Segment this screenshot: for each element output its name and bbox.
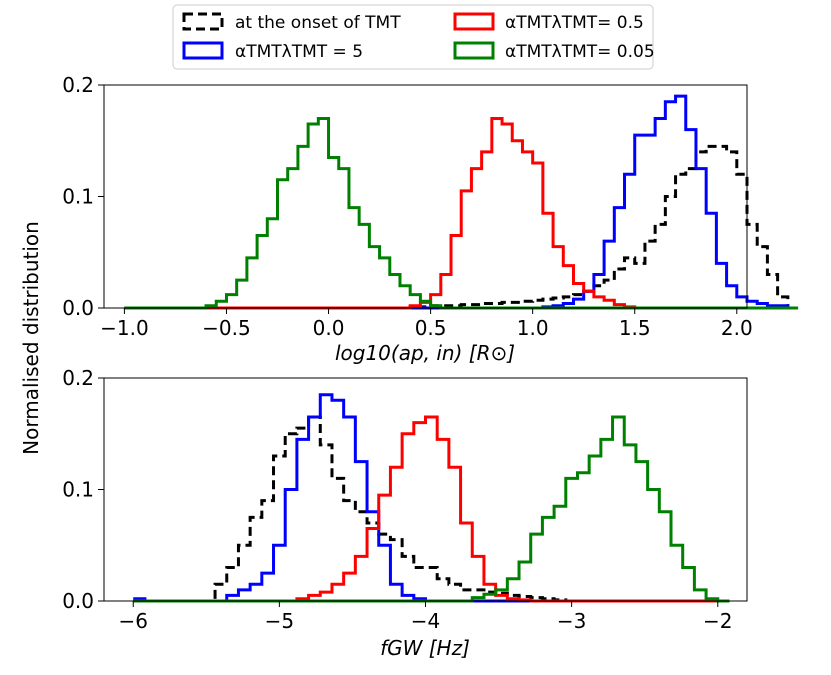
- bottom-y-tick-label: 0.0: [62, 589, 94, 613]
- top-plot-frame: [103, 84, 748, 309]
- bottom-x-tick-label: −4: [411, 609, 440, 633]
- top-x-tick-label: 2.0: [721, 316, 753, 340]
- bottom-series-onset: [133, 415, 730, 603]
- bottom-series-alpha005: [133, 415, 730, 603]
- top-histogram-panel: −1.0 −0.5 0.0 0.5 1.0 1.5 2.0 0.0 0.1 0.2 log10(a…: [62, 73, 799, 365]
- bottom-x-tick-label: −5: [265, 609, 294, 633]
- bottom-y-tick-label: 0.2: [62, 366, 94, 390]
- bottom-series-alpha5: [133, 393, 730, 603]
- bottom-series-alpha05: [133, 415, 730, 603]
- legend-label-onset: at the onset of TMT: [235, 13, 401, 33]
- top-x-tick-label: 1.0: [517, 316, 549, 340]
- bottom-histogram-panel: −6 −5 −4 −3 −2 0.0 0.1 0.2 fGW [Hz]: [62, 366, 748, 660]
- bottom-x-tick-label: −2: [703, 609, 732, 633]
- top-y-tick-label: 0.2: [62, 73, 94, 97]
- legend-swatch-alpha05: [453, 12, 495, 31]
- top-y-tick-label: 0.0: [62, 296, 94, 320]
- legend-swatch-alpha5: [182, 41, 224, 60]
- top-x-axis-label: log10(ap, in) [R⊙]: [335, 341, 515, 365]
- top-series-onset: [124, 144, 799, 310]
- legend: at the onset of TMT αTMTλTMT = 5 αTMTλTM…: [172, 4, 655, 70]
- legend-swatch-alpha005: [453, 41, 495, 60]
- legend-label-alpha5: αTMTλTMT = 5: [235, 42, 363, 62]
- top-x-tick-label: 1.5: [619, 316, 651, 340]
- bottom-y-tick-label: 0.1: [62, 478, 94, 502]
- legend-label-alpha005: αTMTλTMT= 0.05: [505, 42, 655, 62]
- bottom-x-tick-label: −3: [557, 609, 586, 633]
- top-x-tick-label: −1.0: [100, 316, 149, 340]
- top-x-tick-label: 0.0: [313, 316, 345, 340]
- top-x-tick-label: −0.5: [202, 316, 251, 340]
- top-y-tick-label: 0.1: [62, 185, 94, 209]
- legend-frame: [172, 4, 654, 70]
- shared-y-axis-label: Normalised distribution: [19, 221, 43, 455]
- top-x-tick-label: 0.5: [415, 316, 447, 340]
- legend-swatch-onset: [182, 12, 224, 31]
- bottom-x-tick-label: −6: [118, 609, 147, 633]
- legend-label-alpha05: αTMTλTMT= 0.5: [505, 13, 644, 33]
- bottom-x-axis-label: fGW [Hz]: [380, 636, 470, 660]
